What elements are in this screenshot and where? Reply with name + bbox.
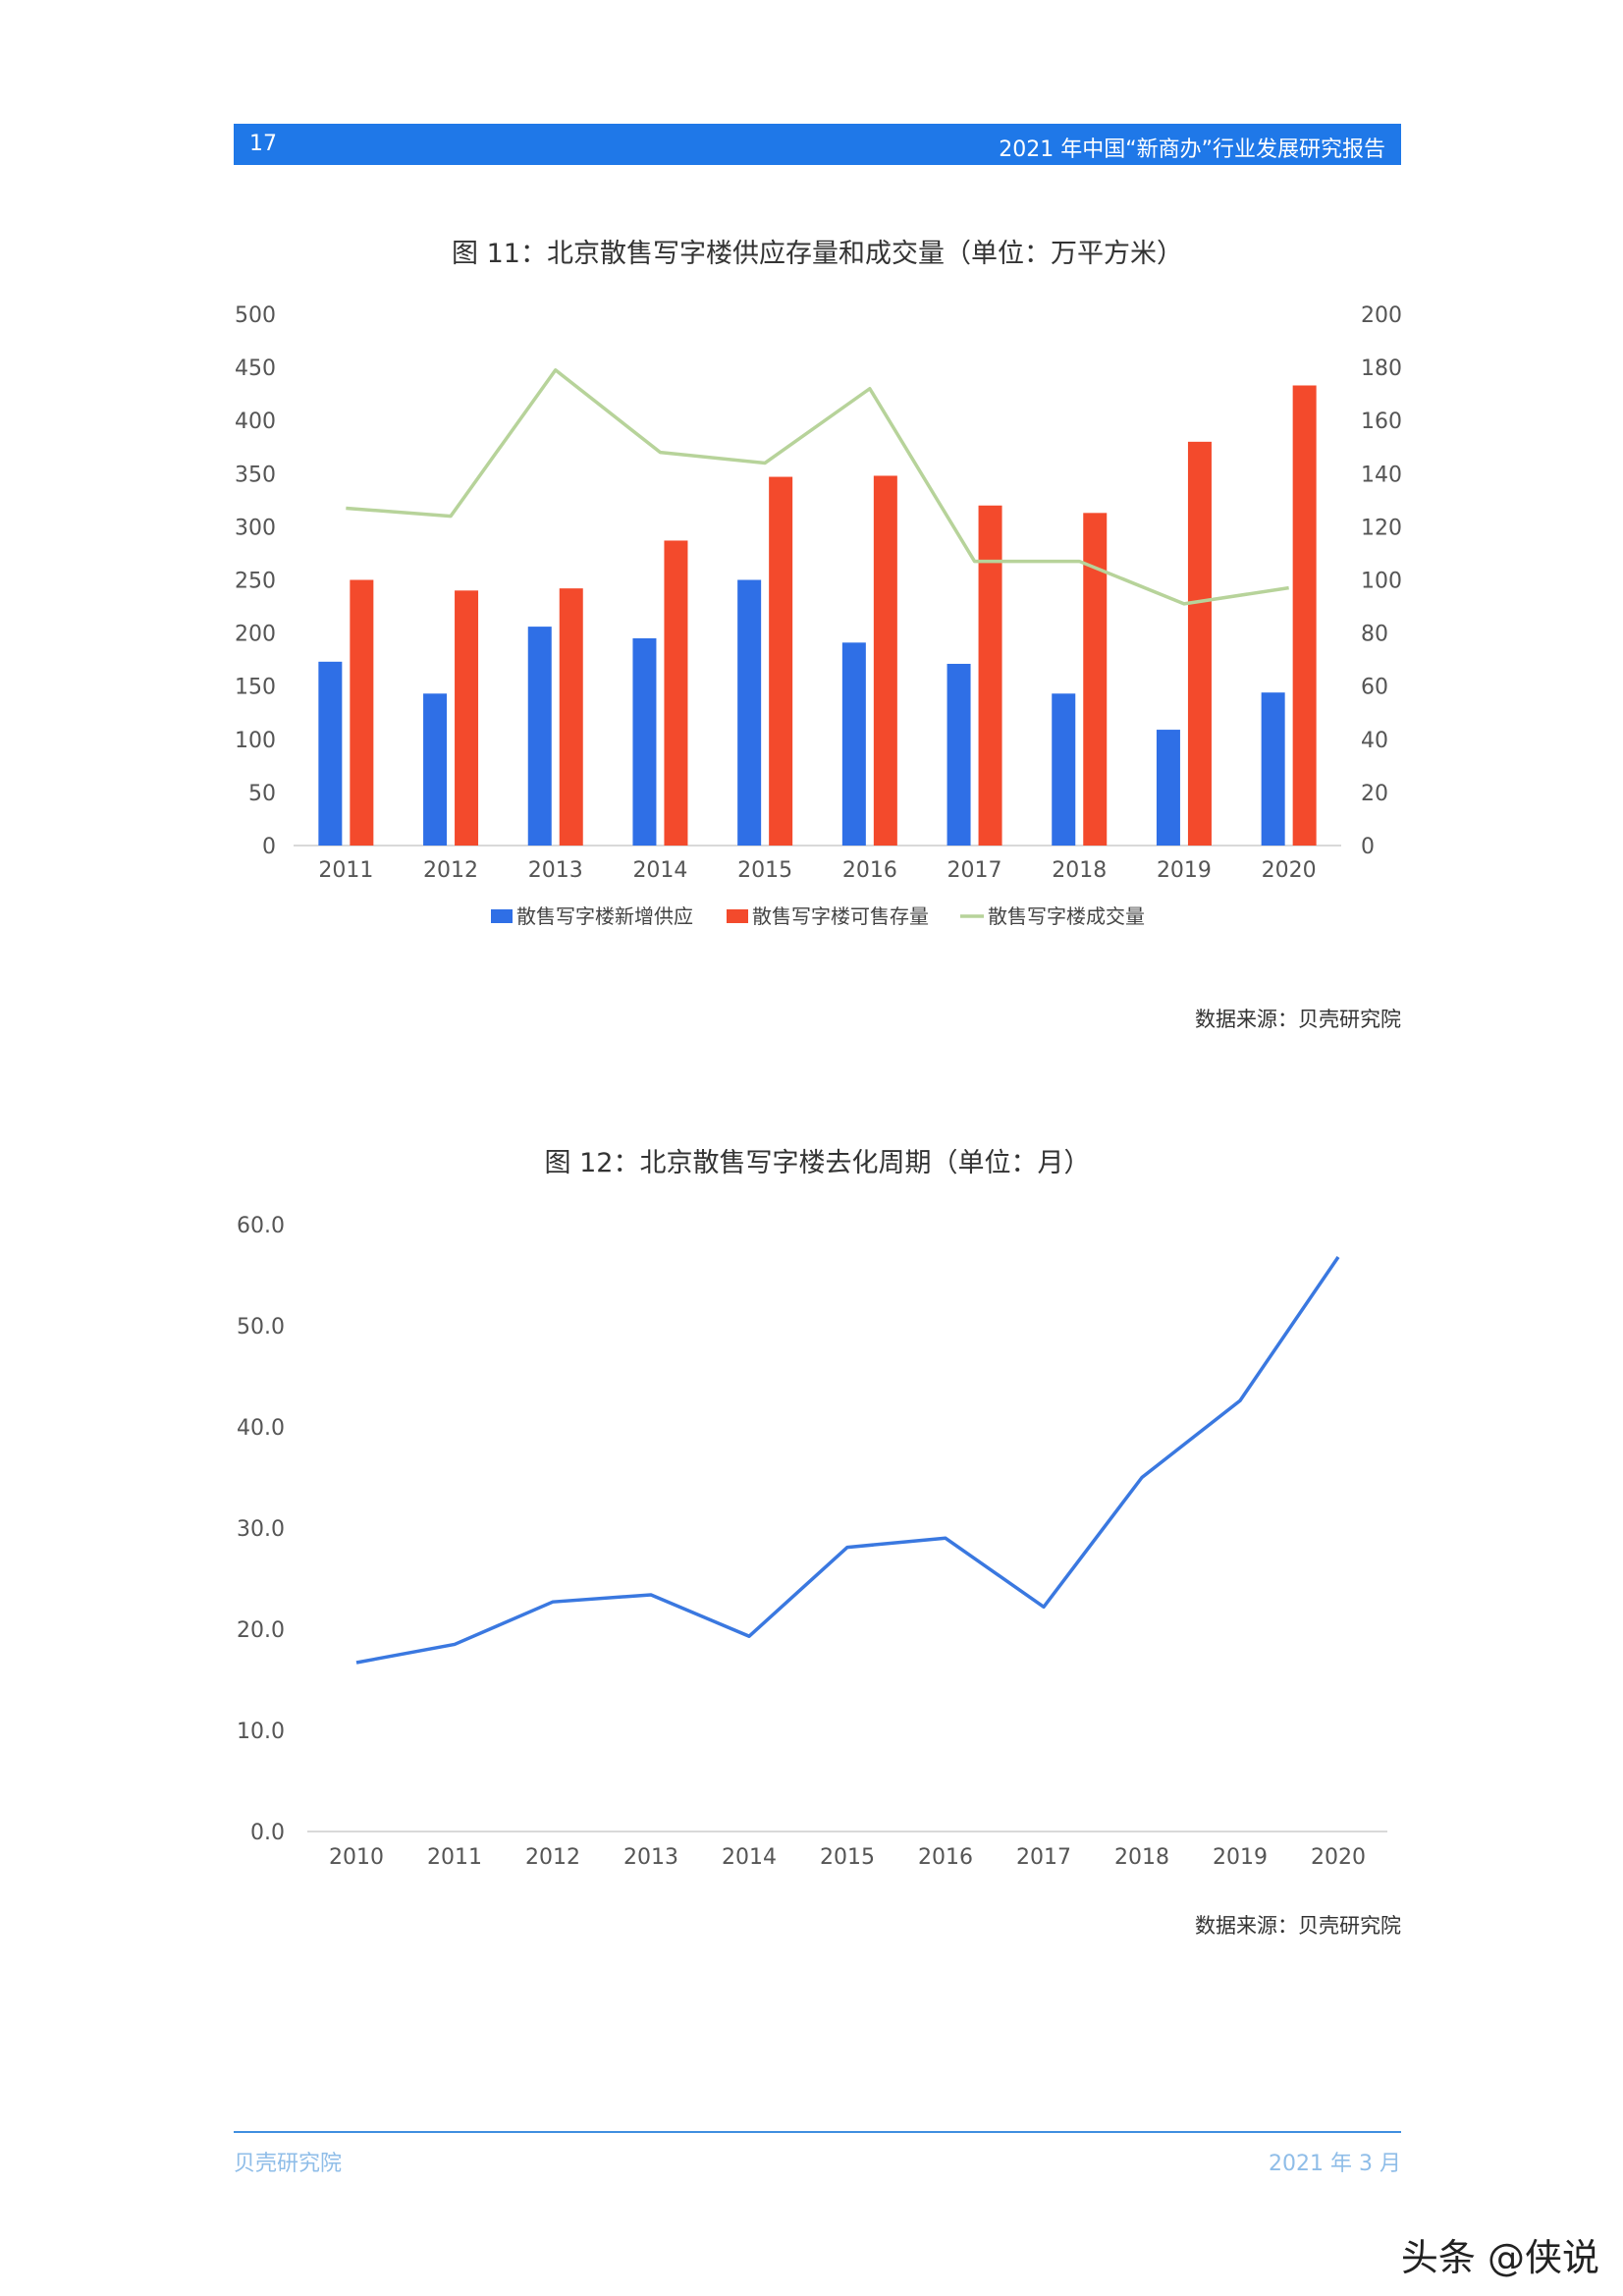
y-tick: 10.0 xyxy=(237,1720,285,1744)
y-tick-right: 0 xyxy=(1361,835,1375,859)
bar-new-supply xyxy=(947,663,971,846)
bar-stock xyxy=(350,579,374,846)
figure11-source: 数据来源：贝壳研究院 xyxy=(1195,1008,1401,1031)
y-tick-left: 50 xyxy=(248,782,276,806)
y-tick: 20.0 xyxy=(237,1618,285,1643)
x-tick-label: 2016 xyxy=(842,858,897,883)
bar-new-supply xyxy=(1052,693,1076,846)
y-tick: 50.0 xyxy=(237,1315,285,1339)
bar-stock xyxy=(664,540,688,846)
y-tick-left: 150 xyxy=(235,676,276,700)
report-title: 2021 年中国“新商办”行业发展研究报告 xyxy=(999,137,1385,162)
x-tick-label: 2014 xyxy=(722,1845,777,1870)
x-tick-label: 2012 xyxy=(525,1845,580,1870)
x-tick-label: 2018 xyxy=(1052,858,1107,883)
y-tick-right: 40 xyxy=(1361,729,1388,753)
y-tick-left: 0 xyxy=(262,835,276,859)
y-tick: 0.0 xyxy=(250,1821,285,1845)
page-number: 17 xyxy=(249,132,277,156)
y-tick-left: 250 xyxy=(235,570,276,594)
x-tick-label: 2019 xyxy=(1213,1845,1268,1870)
footer-date: 2021 年 3 月 xyxy=(1269,2152,1401,2176)
y-tick-left: 100 xyxy=(235,729,276,753)
y-tick-left: 350 xyxy=(235,463,276,487)
y-tick-left: 300 xyxy=(235,516,276,540)
x-tick-label: 2011 xyxy=(318,858,373,883)
bar-new-supply xyxy=(527,627,552,846)
x-tick-label: 2013 xyxy=(623,1845,678,1870)
y-tick-right: 140 xyxy=(1361,463,1402,487)
y-tick-left: 200 xyxy=(235,623,276,647)
bar-stock xyxy=(1187,441,1212,846)
x-tick-label: 2015 xyxy=(737,858,792,883)
bar-new-supply xyxy=(632,638,657,846)
bar-new-supply xyxy=(841,642,866,846)
y-tick-right: 20 xyxy=(1361,782,1388,806)
x-tick-label: 2014 xyxy=(632,858,687,883)
x-tick-label: 2020 xyxy=(1311,1845,1366,1870)
figure11-chart: 0 50 100 150 200 250 300 350 400 450 500 0 20 40 60 80 1… xyxy=(235,303,1402,928)
x-tick-label: 2020 xyxy=(1262,858,1317,883)
figure11-title: 图 11：北京散售写字楼供应存量和成交量（单位：万平方米） xyxy=(452,239,1183,269)
y-tick: 30.0 xyxy=(237,1517,285,1542)
line-transaction-volume xyxy=(346,368,1289,606)
footer-divider xyxy=(234,2131,1401,2133)
legend-label-new-supply: 散售写字楼新增供应 xyxy=(516,904,693,928)
x-tick-label: 2013 xyxy=(528,858,583,883)
x-tick-label: 2015 xyxy=(820,1845,875,1870)
bar-stock xyxy=(1292,385,1317,846)
y-tick: 40.0 xyxy=(237,1416,285,1441)
y-tick-left: 500 xyxy=(235,303,276,328)
bar-new-supply xyxy=(1261,692,1285,846)
y-tick-right: 120 xyxy=(1361,516,1402,540)
x-tick-label: 2011 xyxy=(427,1845,482,1870)
bar-new-supply xyxy=(1156,730,1180,846)
bar-stock xyxy=(455,590,479,846)
y-tick-right: 180 xyxy=(1361,356,1402,381)
y-tick-right: 80 xyxy=(1361,623,1388,647)
figure12-source: 数据来源：贝壳研究院 xyxy=(1195,1914,1401,1938)
bar-new-supply xyxy=(737,579,762,846)
header-bar: 17 2021 年中国“新商办”行业发展研究报告 xyxy=(234,124,1401,165)
y-tick-right: 160 xyxy=(1361,410,1402,434)
legend-label-transaction: 散售写字楼成交量 xyxy=(988,904,1145,928)
y-tick-left: 400 xyxy=(235,410,276,434)
x-tick-label: 2010 xyxy=(329,1845,384,1870)
legend-swatch-new-supply xyxy=(491,909,513,923)
x-tick-label: 2017 xyxy=(1016,1845,1071,1870)
figure12-chart: 0.0 10.0 20.0 30.0 40.0 50.0 60.0 2010 2011 2012 2… xyxy=(237,1214,1387,1870)
footer-org: 贝壳研究院 xyxy=(234,2152,343,2176)
watermark: 头条 @侠说 xyxy=(1400,2236,1599,2279)
bar-stock xyxy=(559,588,583,846)
line-destocking-period xyxy=(355,1255,1340,1665)
x-tick-label: 2016 xyxy=(918,1845,973,1870)
x-tick-label: 2019 xyxy=(1157,858,1212,883)
x-tick-label: 2017 xyxy=(947,858,1002,883)
bar-new-supply xyxy=(318,661,343,846)
x-tick-label: 2012 xyxy=(423,858,478,883)
bar-stock xyxy=(873,475,897,846)
y-tick-right: 200 xyxy=(1361,303,1402,328)
y-tick-right: 60 xyxy=(1361,676,1388,700)
y-tick-right: 100 xyxy=(1361,570,1402,594)
y-tick: 60.0 xyxy=(237,1214,285,1238)
legend-label-stock: 散售写字楼可售存量 xyxy=(752,904,929,928)
x-tick-label: 2018 xyxy=(1114,1845,1169,1870)
bar-stock xyxy=(769,476,793,846)
y-tick-left: 450 xyxy=(235,356,276,381)
bar-new-supply xyxy=(423,693,448,846)
legend-swatch-stock xyxy=(727,909,748,923)
figure12-title: 图 12：北京散售写字楼去化周期（单位：月） xyxy=(544,1148,1091,1178)
